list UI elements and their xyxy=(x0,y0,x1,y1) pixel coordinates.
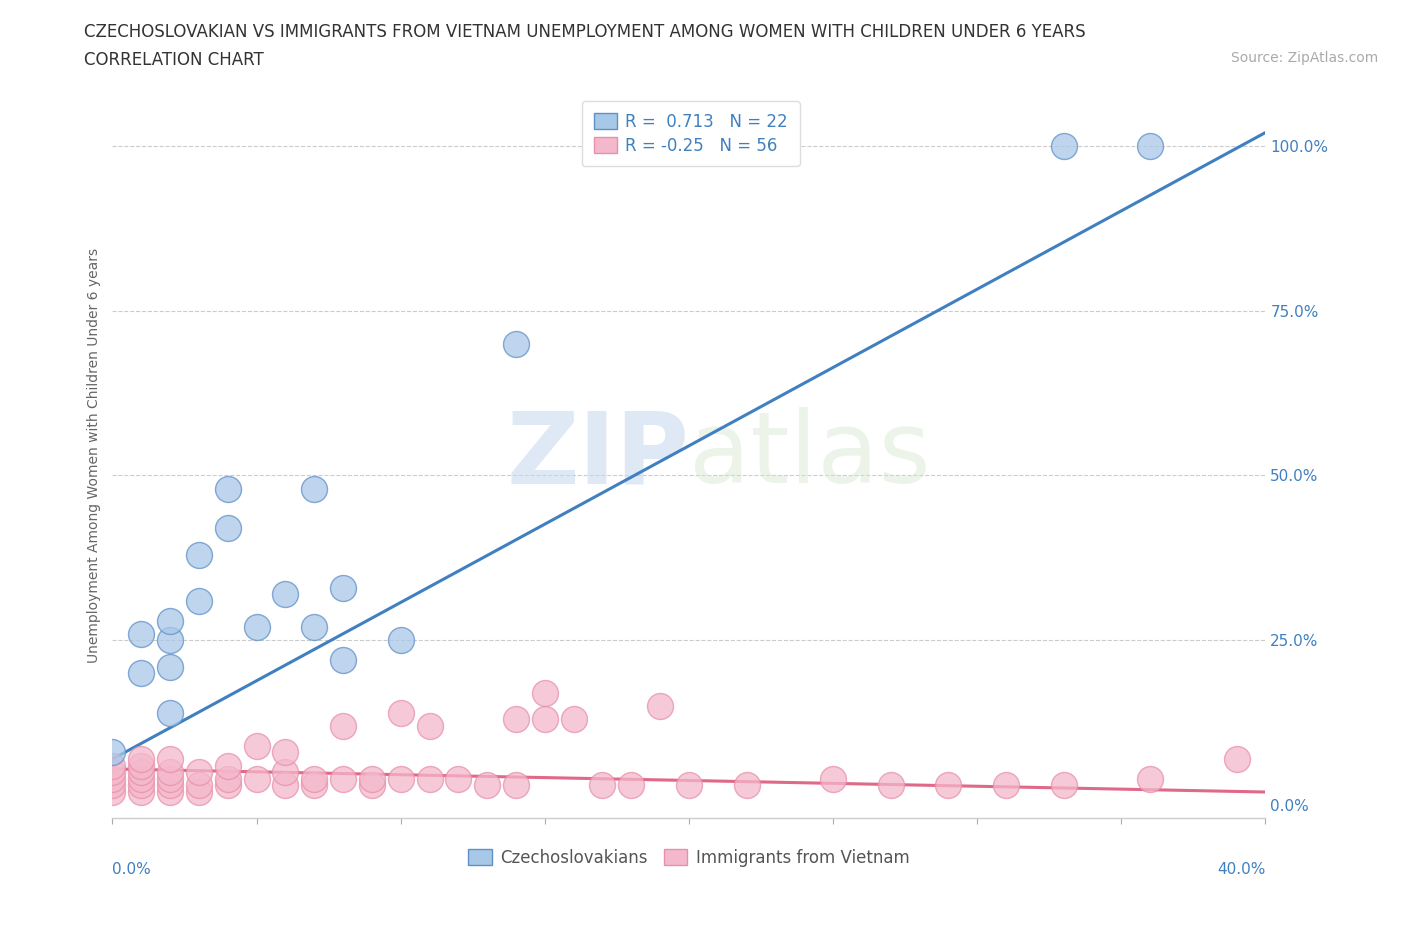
Point xyxy=(217,771,239,786)
Point xyxy=(360,771,382,786)
Point xyxy=(129,785,153,800)
Point xyxy=(678,139,700,153)
Point xyxy=(360,778,382,793)
Point xyxy=(101,778,124,793)
Point xyxy=(274,778,297,793)
Point xyxy=(246,771,269,786)
Point xyxy=(620,778,643,793)
Point xyxy=(129,778,153,793)
Text: 40.0%: 40.0% xyxy=(1218,862,1265,877)
Point xyxy=(274,764,297,779)
Point xyxy=(389,706,412,721)
Point xyxy=(332,771,354,786)
Point xyxy=(505,712,527,727)
Point xyxy=(129,758,153,773)
Point xyxy=(101,771,124,786)
Text: ZIP: ZIP xyxy=(506,407,689,504)
Point xyxy=(101,745,124,760)
Point xyxy=(159,659,181,674)
Point xyxy=(650,698,672,713)
Point xyxy=(217,481,239,496)
Point xyxy=(129,771,153,786)
Point xyxy=(129,751,153,766)
Text: CORRELATION CHART: CORRELATION CHART xyxy=(84,51,264,69)
Point xyxy=(246,619,269,634)
Text: CZECHOSLOVAKIAN VS IMMIGRANTS FROM VIETNAM UNEMPLOYMENT AMONG WOMEN WITH CHILDRE: CZECHOSLOVAKIAN VS IMMIGRANTS FROM VIETN… xyxy=(84,23,1085,41)
Point xyxy=(505,336,527,351)
Point xyxy=(129,764,153,779)
Point xyxy=(129,626,153,641)
Point xyxy=(159,633,181,648)
Point xyxy=(101,764,124,779)
Point xyxy=(159,613,181,628)
Point xyxy=(475,778,499,793)
Point xyxy=(447,771,470,786)
Point xyxy=(304,481,326,496)
Point xyxy=(419,719,441,734)
Point xyxy=(217,758,239,773)
Point xyxy=(101,758,124,773)
Point xyxy=(159,764,181,779)
Point xyxy=(217,778,239,793)
Point xyxy=(936,778,959,793)
Text: Source: ZipAtlas.com: Source: ZipAtlas.com xyxy=(1230,51,1378,65)
Point xyxy=(274,745,297,760)
Point xyxy=(678,778,700,793)
Point xyxy=(217,521,239,536)
Point xyxy=(304,619,326,634)
Point xyxy=(389,633,412,648)
Point xyxy=(188,785,211,800)
Point xyxy=(1139,771,1161,786)
Point xyxy=(159,785,181,800)
Point xyxy=(188,764,211,779)
Point xyxy=(159,771,181,786)
Point xyxy=(129,666,153,681)
Point xyxy=(534,685,557,700)
Point xyxy=(188,778,211,793)
Point xyxy=(419,771,441,786)
Point xyxy=(332,719,354,734)
Y-axis label: Unemployment Among Women with Children Under 6 years: Unemployment Among Women with Children U… xyxy=(87,248,101,663)
Point xyxy=(562,712,585,727)
Point xyxy=(246,738,269,753)
Text: atlas: atlas xyxy=(689,407,931,504)
Point xyxy=(1139,139,1161,153)
Point xyxy=(159,778,181,793)
Point xyxy=(332,580,354,595)
Point xyxy=(304,778,326,793)
Legend: Czechoslovakians, Immigrants from Vietnam: Czechoslovakians, Immigrants from Vietna… xyxy=(460,841,918,875)
Point xyxy=(1053,778,1076,793)
Point xyxy=(534,712,557,727)
Point xyxy=(1226,751,1249,766)
Point xyxy=(821,771,844,786)
Point xyxy=(274,587,297,602)
Point xyxy=(1053,139,1076,153)
Point xyxy=(304,771,326,786)
Point xyxy=(880,778,903,793)
Point xyxy=(159,751,181,766)
Point xyxy=(332,653,354,668)
Point xyxy=(188,593,211,608)
Point xyxy=(389,771,412,786)
Point xyxy=(505,778,527,793)
Point xyxy=(188,547,211,562)
Point xyxy=(592,778,614,793)
Point xyxy=(735,778,758,793)
Point xyxy=(101,785,124,800)
Text: 0.0%: 0.0% xyxy=(112,862,152,877)
Point xyxy=(995,778,1018,793)
Point xyxy=(159,706,181,721)
